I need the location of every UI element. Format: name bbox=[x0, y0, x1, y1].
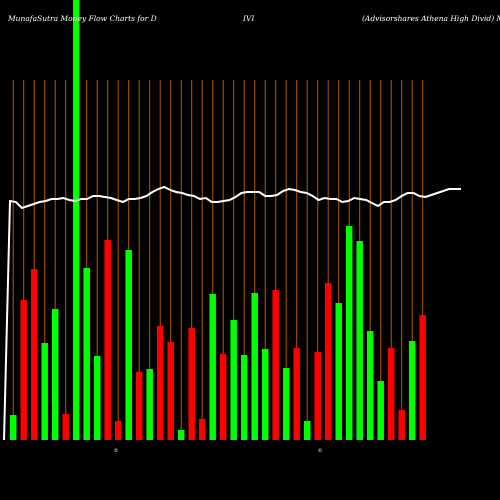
money-inflow-bar bbox=[282, 368, 290, 440]
money-inflow-bar bbox=[72, 0, 80, 440]
money-inflow-bar bbox=[51, 309, 59, 440]
money-outflow-bar bbox=[114, 421, 122, 440]
chart-title-left: MunafaSutra Money Flow Charts for D bbox=[8, 14, 157, 23]
money-inflow-bar bbox=[240, 355, 248, 440]
money-inflow-bar bbox=[303, 421, 311, 440]
chart-title-right: (Advisorshares Athena High Divid) Mu bbox=[362, 14, 500, 23]
money-inflow-bar bbox=[177, 430, 185, 440]
chart-title-ticker: IVI bbox=[243, 14, 255, 23]
money-outflow-bar bbox=[135, 372, 143, 440]
money-flow-bars bbox=[9, 0, 426, 440]
price-line bbox=[3, 185, 461, 441]
money-outflow-bar bbox=[62, 414, 69, 440]
money-outflow-bar bbox=[314, 352, 321, 440]
money-outflow-bar bbox=[198, 419, 206, 440]
money-outflow-bar bbox=[324, 283, 332, 440]
money-inflow-bar bbox=[41, 343, 48, 440]
money-outflow-bar bbox=[188, 328, 195, 440]
money-inflow-bar bbox=[93, 356, 101, 440]
money-outflow-bar bbox=[156, 326, 164, 440]
money-inflow-bar bbox=[209, 294, 216, 440]
money-inflow-bar bbox=[377, 381, 384, 440]
money-inflow-bar bbox=[261, 349, 269, 440]
money-outflow-bar bbox=[272, 290, 279, 440]
money-outflow-bar bbox=[219, 354, 227, 440]
money-inflow-bar bbox=[335, 303, 342, 440]
money-outflow-bar bbox=[20, 300, 27, 440]
center-mark: © bbox=[318, 447, 323, 454]
center-mark: © bbox=[114, 447, 119, 454]
money-outflow-bar bbox=[293, 348, 300, 440]
money-inflow-bar bbox=[230, 320, 237, 440]
money-inflow-bar bbox=[408, 341, 416, 440]
money-inflow-bar bbox=[356, 241, 363, 440]
money-outflow-bar bbox=[419, 315, 426, 440]
money-outflow-bar bbox=[398, 410, 405, 440]
center-marks: © © bbox=[114, 447, 323, 454]
money-inflow-bar bbox=[9, 415, 17, 440]
money-outflow-bar bbox=[387, 348, 395, 440]
money-inflow-bar bbox=[146, 369, 153, 440]
money-inflow-bar bbox=[366, 331, 374, 440]
money-inflow-bar bbox=[345, 226, 353, 440]
money-inflow-bar bbox=[83, 268, 90, 440]
money-outflow-bar bbox=[30, 269, 38, 440]
money-outflow-bar bbox=[167, 342, 174, 440]
money-inflow-bar bbox=[251, 293, 258, 440]
money-outflow-bar bbox=[104, 240, 111, 440]
money-inflow-bar bbox=[125, 250, 132, 440]
